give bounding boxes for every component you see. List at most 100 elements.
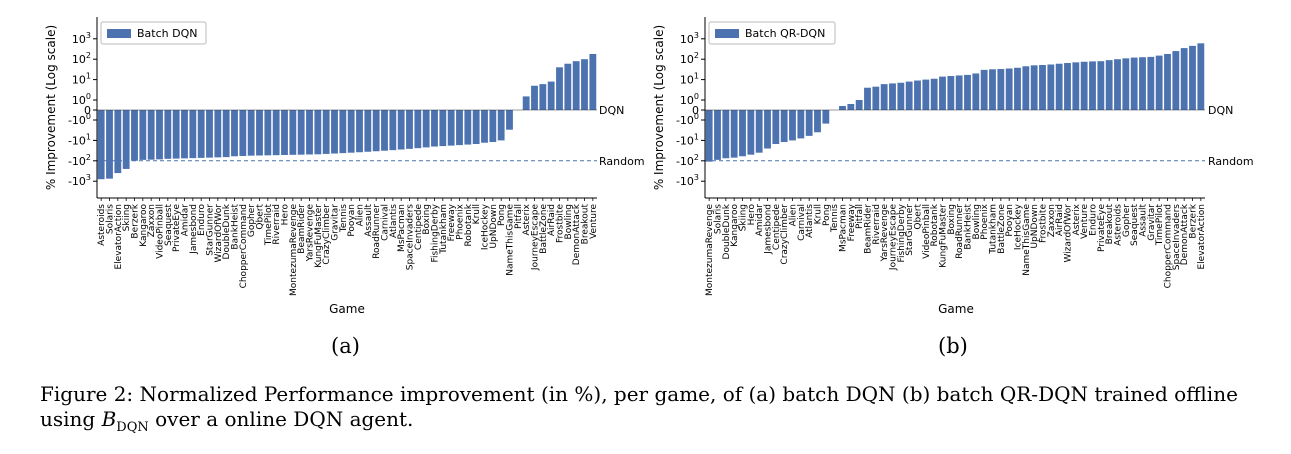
panel-b-xtick-label: KungFuMaster	[939, 204, 949, 268]
panel-b-xtick-label: Pitfall	[855, 204, 865, 229]
panel-b-xtick-label: Venture	[1080, 204, 1090, 239]
panel-b-bar	[1139, 57, 1146, 110]
panel-a-bar	[547, 81, 555, 110]
panel-b-ytick-label: 102	[680, 51, 699, 66]
panel-b-bar	[980, 69, 988, 110]
panel-b-bar	[1097, 61, 1105, 110]
panel-b-bar	[1122, 58, 1130, 110]
panel-b-bar	[739, 110, 746, 157]
panel-b-plot: DQN Random % Improvement (Log scale) Montez…	[652, 17, 1254, 316]
panel-a-bar	[347, 110, 355, 153]
panel-a-xtick-label: BeamRider	[297, 204, 307, 254]
panel-a-xtick-label: DoubleDunk	[222, 203, 232, 259]
panel-b-xtick-label: TimePilot	[1155, 204, 1165, 247]
panel-b-xtick-label: Gravitar	[1147, 204, 1157, 241]
panel-a-xtick-label: ElevatorAction	[114, 204, 124, 270]
panel-a-bar	[147, 110, 155, 160]
panel-a-bar	[581, 59, 588, 110]
panel-b-xtick-label: DemonAttack	[1180, 203, 1190, 265]
panel-b-xtick-label: Pooyan	[1005, 204, 1015, 237]
panel-b-xtick-label: VideoPinball	[922, 204, 932, 259]
panel-b-ref-label-random: Random	[1208, 155, 1254, 168]
panel-a-bar	[164, 110, 172, 159]
panel-a-xtick-label: Qbert	[256, 204, 266, 230]
panel-a-xtick-label: YarsRevenge	[306, 204, 316, 263]
panel-a-xtick-label: IceHockey	[481, 203, 491, 250]
panel-a-xtick-label: WizardOfWor	[214, 204, 224, 263]
caption-suffix: over a online DQN agent.	[148, 407, 414, 431]
panel-b-bar	[714, 110, 721, 160]
panel-a-xtick-label: Phoenix	[456, 203, 466, 239]
panel-b-bar	[1030, 65, 1038, 110]
caption-symbol: B	[101, 407, 117, 431]
panel-b-ytick-label: 101	[680, 72, 699, 87]
panel-a-xtick-label: ChopperCommand	[239, 204, 249, 288]
panel-b-xtick-label: Bowling	[972, 204, 982, 239]
panel-b-bar	[880, 84, 888, 110]
panel-b-xtick-label: Tennis	[830, 204, 840, 233]
panel-b-bar	[847, 104, 855, 110]
panel-b-xtick-label: MontezumaRevenge	[705, 204, 715, 296]
panel-b-xtick-label: Enduro	[1089, 204, 1099, 236]
panel-a-xtick-label: BattleZone	[539, 204, 549, 254]
panel-a-xtick-label: Berzerk	[131, 203, 141, 238]
panel-b-xtick-label: Berzerk	[1189, 203, 1199, 238]
panel-a-ytick-label: -102	[68, 153, 91, 168]
panel-a-bar	[364, 110, 372, 152]
panel-a-xtick-label: MsPacman	[397, 204, 407, 252]
panel-a-xtick-label: Skiing	[122, 204, 132, 231]
panel-a-bar	[181, 110, 188, 159]
panel-a-xtick-label: Alien	[356, 204, 366, 226]
panel-a-xtick-label: AirRaid	[547, 204, 557, 236]
panel-a-bar	[197, 110, 205, 158]
panel-a-xtick-label: Bowling	[564, 204, 574, 239]
panel-a-bar	[314, 110, 322, 155]
panel-a-xtick-label: Asteroids	[97, 204, 107, 246]
panel-b-xtick-label: Alien	[789, 204, 799, 226]
panel-a-bar	[214, 110, 222, 158]
panel-a-bar	[331, 110, 338, 154]
panel-a-xtick-label: StarGunner	[206, 204, 216, 256]
panel-b-xtick-label: ElevatorAction	[1197, 204, 1207, 270]
panel-a-xtick-label: CrazyClimber	[322, 204, 332, 265]
panel-b-xtick-label: DoubleDunk	[722, 203, 732, 259]
panel-b-bar	[1114, 59, 1121, 110]
panel-b-xtick-label: Atlantis	[805, 204, 815, 238]
panel-a-legend-label: Batch DQN	[137, 27, 197, 40]
panel-b-bar	[780, 110, 788, 143]
panel-b-bar	[997, 69, 1005, 110]
panel-a-bar	[172, 110, 180, 159]
panel-a-xtick-label: Seaquest	[164, 204, 174, 246]
panel-a-xtick-label: Gopher	[247, 204, 257, 237]
panel-b-bar	[805, 110, 813, 136]
panel-b-xtick-label: Assault	[1139, 204, 1149, 237]
panel-a-bar	[206, 110, 213, 158]
caption-prefix: Figure 2: Normalized Performance improve…	[40, 382, 1238, 431]
panel-a-bar	[539, 84, 547, 110]
panel-a-ytick-label: 102	[72, 51, 91, 66]
panel-a-xtick-label: Krull	[472, 204, 482, 224]
panel-a-ytick-label: 0	[84, 104, 91, 117]
panel-a-bar	[289, 110, 297, 155]
panel-b-bar	[814, 110, 821, 133]
panel-b-xtick-label: Riverraid	[872, 204, 882, 245]
panel-a-bar	[139, 110, 147, 160]
panel-b-xtick-label: JourneyEscape	[889, 204, 899, 272]
panel-a-xtick-label: Pitfall	[514, 204, 524, 229]
panel-b-bar	[1055, 63, 1063, 110]
panel-b-xtick-label: Jamesbond	[764, 204, 774, 255]
panel-b-bar	[789, 110, 796, 141]
panel-b-bar	[722, 110, 730, 159]
panel-b-xtick-label: ChopperCommand	[1164, 204, 1174, 288]
panel-a-xtick-label: TimePilot	[264, 204, 274, 247]
panel-a-bar	[497, 110, 505, 141]
panel-b-bar	[914, 80, 921, 110]
panel-a-bar	[256, 110, 263, 156]
figure-charts: DQN Random % Improvement (Log scale) Astero…	[44, 17, 1254, 316]
panel-b-xtick-label: Asteroids	[1114, 204, 1124, 246]
panel-a-bar	[372, 110, 380, 152]
panel-a-xtick-label: KungFuMaster	[314, 204, 324, 268]
panel-a-xtick-label: JourneyEscape	[531, 204, 541, 272]
panel-a-xtick-label: Pong	[497, 204, 507, 226]
panel-b-bar	[755, 110, 763, 153]
